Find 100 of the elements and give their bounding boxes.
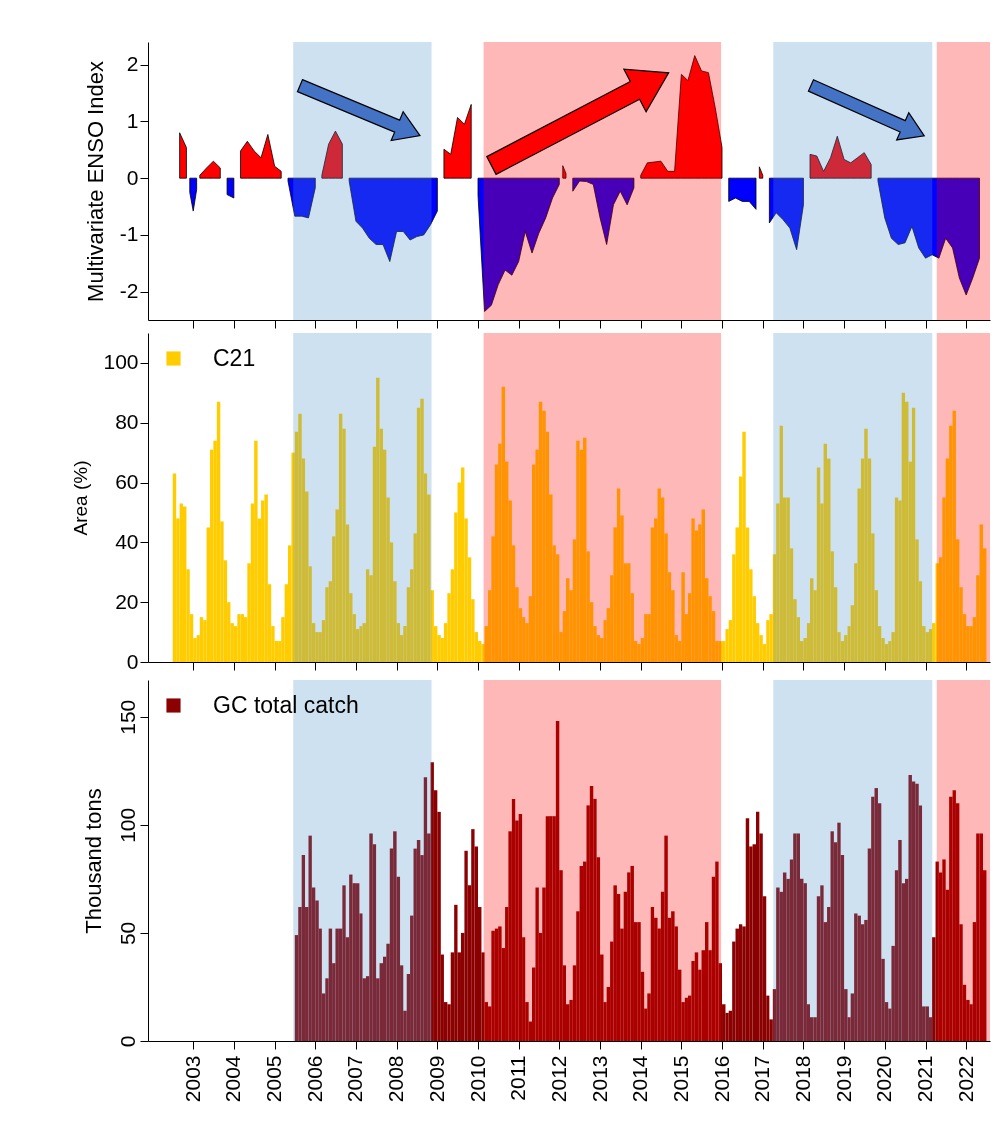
y-tick-label: 150	[115, 699, 139, 735]
x-tick-label: 2014	[628, 1055, 652, 1103]
bar	[837, 822, 841, 1041]
x-tick-label: 2013	[587, 1055, 611, 1103]
bar	[952, 410, 956, 662]
bar	[857, 915, 861, 1041]
y-tick-label: 100	[115, 807, 139, 843]
bar	[650, 906, 655, 1041]
y-tick-label: 0	[126, 165, 139, 189]
bar	[464, 850, 468, 1041]
bar	[511, 798, 516, 1041]
bar	[911, 407, 916, 662]
bar	[365, 569, 370, 662]
bar	[664, 835, 668, 1041]
bar	[796, 833, 800, 1041]
legend-label: GC total catch	[213, 691, 359, 718]
y-tick-label: 0	[126, 649, 139, 673]
bar	[942, 859, 946, 1041]
bar	[264, 494, 268, 662]
y-axis-title: Multivariate ENSO Index	[82, 61, 108, 302]
y-tick-label: 50	[115, 921, 139, 946]
bar	[915, 783, 919, 1041]
y-tick-label: 20	[115, 589, 139, 613]
bar	[535, 887, 539, 1041]
x-tick-label: 2021	[913, 1055, 937, 1103]
y-tick-label: 2	[126, 52, 139, 76]
bar	[349, 874, 353, 1041]
y-tick-label: -2	[119, 279, 139, 303]
x-tick-label: 2018	[790, 1055, 814, 1103]
y-axis-title: Area (%)	[70, 460, 92, 536]
bar	[898, 839, 902, 1041]
bar	[471, 829, 475, 1041]
bar	[576, 440, 580, 662]
x-tick-label: 2011	[506, 1055, 530, 1101]
x-tick-label: 2004	[221, 1055, 245, 1103]
bar	[630, 865, 634, 1041]
bar	[756, 811, 760, 1041]
bar	[830, 831, 834, 1041]
x-tick-label: 2019	[831, 1055, 855, 1103]
bar	[491, 930, 495, 1041]
y-tick-label: 60	[115, 470, 139, 494]
bar	[715, 861, 719, 1041]
bar	[298, 413, 302, 662]
bar	[671, 911, 675, 1041]
bar	[545, 816, 550, 1041]
bar	[637, 922, 641, 1041]
bar	[779, 425, 783, 662]
bar	[335, 928, 339, 1041]
bar	[549, 816, 553, 1041]
bar	[644, 614, 648, 662]
y-tick-label: 100	[103, 350, 139, 374]
y-axis-title: Thousand tons	[80, 788, 106, 934]
bar	[738, 924, 743, 1041]
bar	[776, 887, 780, 1041]
x-tick-label: 2003	[180, 1055, 204, 1103]
bar	[376, 377, 380, 662]
bar	[627, 563, 631, 662]
y-tick-label: 40	[115, 529, 139, 553]
bar	[613, 885, 617, 1041]
bar	[742, 431, 746, 662]
x-tick-label: 2005	[262, 1055, 286, 1103]
bar	[793, 833, 797, 1041]
bar	[935, 861, 939, 1041]
bar	[393, 831, 397, 1041]
bar	[423, 777, 428, 1041]
y-tick-label: 1	[126, 108, 139, 132]
bar	[908, 775, 912, 1041]
y-tick-label: 0	[115, 1035, 139, 1048]
bar	[369, 833, 373, 1041]
bar	[864, 428, 868, 662]
bar	[498, 926, 502, 1041]
bar	[301, 855, 306, 1041]
x-tick-label: 2007	[343, 1055, 367, 1103]
x-tick-label: 2012	[546, 1055, 570, 1103]
bar	[691, 518, 695, 662]
bar	[786, 497, 790, 662]
x-tick-label: 2010	[465, 1055, 489, 1103]
bar	[430, 762, 434, 1041]
bar	[179, 503, 183, 662]
legend-label: C21	[213, 344, 256, 371]
x-tick-label: 2009	[424, 1055, 448, 1103]
bar	[820, 885, 824, 1041]
bar	[254, 440, 258, 662]
y-tick-label: 80	[115, 410, 139, 434]
x-tick-label: 2017	[750, 1055, 774, 1103]
bar	[952, 790, 956, 1041]
bar	[901, 392, 906, 662]
x-tick-label: 2022	[953, 1055, 977, 1103]
bar	[342, 885, 346, 1041]
x-tick-label: 2016	[709, 1055, 733, 1103]
bar	[454, 904, 458, 1041]
x-tick-label: 2015	[668, 1055, 692, 1103]
y-tick-label: -1	[119, 222, 139, 246]
bar	[308, 835, 312, 1041]
x-tick-label: 2020	[872, 1055, 896, 1103]
bar	[803, 883, 807, 1041]
bar	[420, 398, 424, 662]
bar	[854, 913, 858, 1041]
x-tick-label: 2008	[384, 1055, 408, 1103]
bar	[681, 572, 685, 662]
